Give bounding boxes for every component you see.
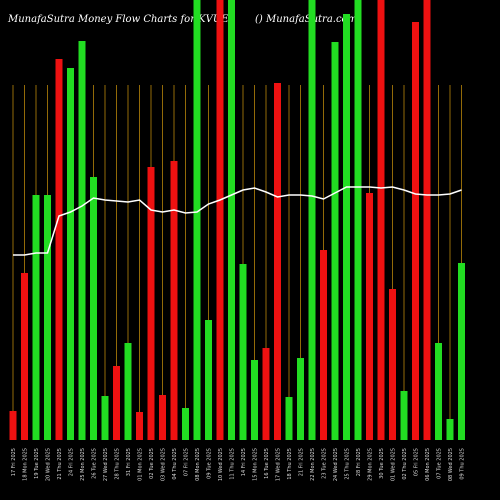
x-tick-label: 21 Fri 2025 bbox=[299, 448, 305, 476]
bar bbox=[67, 68, 74, 440]
x-tick-label: 22 Mon 2025 bbox=[310, 448, 316, 481]
bar bbox=[400, 391, 408, 440]
x-tick-label: 07 Tue 2025 bbox=[437, 448, 443, 479]
x-tick-label: 17 Wed 2025 bbox=[276, 448, 282, 481]
bar bbox=[297, 358, 304, 440]
x-tick-label: 01 Wed 2025 bbox=[391, 448, 397, 481]
bar bbox=[193, 0, 201, 440]
x-tick-label: 26 Tue 2025 bbox=[92, 448, 98, 479]
x-tick-label: 28 Fri 2025 bbox=[356, 448, 362, 476]
bar bbox=[435, 343, 442, 440]
x-tick-label: 03 Wed 2025 bbox=[161, 448, 167, 481]
x-tick-label: 31 Fri 2025 bbox=[126, 448, 132, 476]
x-tick-label: 02 Thu 2025 bbox=[402, 448, 408, 480]
bar bbox=[239, 264, 247, 440]
bar bbox=[354, 0, 362, 440]
bar bbox=[55, 59, 63, 440]
bar bbox=[147, 167, 155, 440]
x-tick-label: 27 Wed 2025 bbox=[103, 448, 109, 481]
x-tick-label: 25 Mon 2025 bbox=[80, 448, 86, 481]
bar bbox=[159, 395, 166, 440]
bar bbox=[205, 320, 212, 440]
x-tick-label: 21 Thu 2025 bbox=[57, 448, 63, 480]
bar bbox=[446, 419, 454, 440]
x-tick-label: 06 Mon 2025 bbox=[425, 448, 431, 481]
x-tick-label: 14 Fri 2025 bbox=[241, 448, 247, 476]
x-tick-label: 30 Tue 2025 bbox=[379, 448, 385, 479]
bar bbox=[285, 397, 293, 440]
bar bbox=[251, 360, 258, 440]
bar bbox=[412, 22, 419, 440]
x-tick-label: 09 Thu 2025 bbox=[460, 448, 466, 480]
bar bbox=[389, 289, 396, 440]
x-tick-label: 15 Mon 2025 bbox=[253, 448, 259, 481]
x-tick-label: 29 Mon 2025 bbox=[368, 448, 374, 481]
bar bbox=[78, 41, 86, 440]
x-tick-label: 20 Wed 2025 bbox=[46, 448, 52, 481]
x-tick-label: 10 Wed 2025 bbox=[218, 448, 224, 481]
x-tick-label: 11 Thu 2025 bbox=[230, 448, 236, 480]
bar bbox=[331, 42, 339, 440]
x-tick-label: 01 Mon 2025 bbox=[138, 448, 144, 481]
x-tick-label: 08 Mon 2025 bbox=[195, 448, 201, 481]
bar bbox=[182, 408, 189, 440]
x-tick-label: 07 Fri 2025 bbox=[184, 448, 190, 476]
bar bbox=[377, 0, 385, 440]
x-tick-label: 09 Tue 2025 bbox=[207, 448, 213, 479]
chart-title: MunafaSutra Money Flow Charts for KVUE bbox=[7, 14, 229, 25]
bar bbox=[9, 411, 17, 440]
bar bbox=[136, 412, 143, 440]
x-tick-label: 28 Thu 2025 bbox=[115, 448, 121, 480]
bar bbox=[90, 177, 97, 440]
plot bbox=[9, 0, 465, 440]
chart-subtitle: () MunafaSutra.com bbox=[255, 14, 357, 25]
bar bbox=[458, 263, 465, 440]
x-tick-label: 17 Fri 2025 bbox=[11, 448, 17, 476]
bar bbox=[113, 366, 120, 440]
bar bbox=[308, 0, 316, 440]
x-tick-label: 05 Fri 2025 bbox=[414, 448, 420, 476]
bar bbox=[228, 0, 235, 440]
bar bbox=[21, 273, 28, 440]
bar bbox=[216, 0, 224, 440]
x-tick-label: 18 Mon 2025 bbox=[23, 448, 29, 481]
bar bbox=[423, 0, 431, 440]
x-tick-label: 04 Thu 2025 bbox=[172, 448, 178, 480]
bar bbox=[170, 161, 178, 440]
bar bbox=[124, 343, 132, 440]
bar bbox=[262, 348, 270, 440]
bar bbox=[274, 83, 281, 440]
bar bbox=[366, 193, 373, 440]
x-tick-label: 16 Tue 2025 bbox=[264, 448, 270, 479]
x-tick-label: 24 Wed 2025 bbox=[333, 448, 339, 481]
bar bbox=[101, 396, 109, 440]
x-tick-label: 18 Thu 2025 bbox=[287, 448, 293, 480]
x-tick-label: 19 Tue 2025 bbox=[34, 448, 40, 479]
bar bbox=[343, 14, 350, 440]
x-tick-label: 25 Thu 2025 bbox=[345, 448, 351, 480]
x-tick-label: 24 Fri 2025 bbox=[69, 448, 75, 476]
x-tick-label: 08 Wed 2025 bbox=[448, 448, 454, 481]
x-tick-label: 02 Tue 2025 bbox=[149, 448, 155, 479]
bar bbox=[320, 250, 327, 440]
money-flow-line bbox=[13, 186, 462, 256]
bar bbox=[44, 195, 51, 440]
bar bbox=[32, 195, 40, 440]
x-tick-label: 23 Tue 2025 bbox=[322, 448, 328, 479]
